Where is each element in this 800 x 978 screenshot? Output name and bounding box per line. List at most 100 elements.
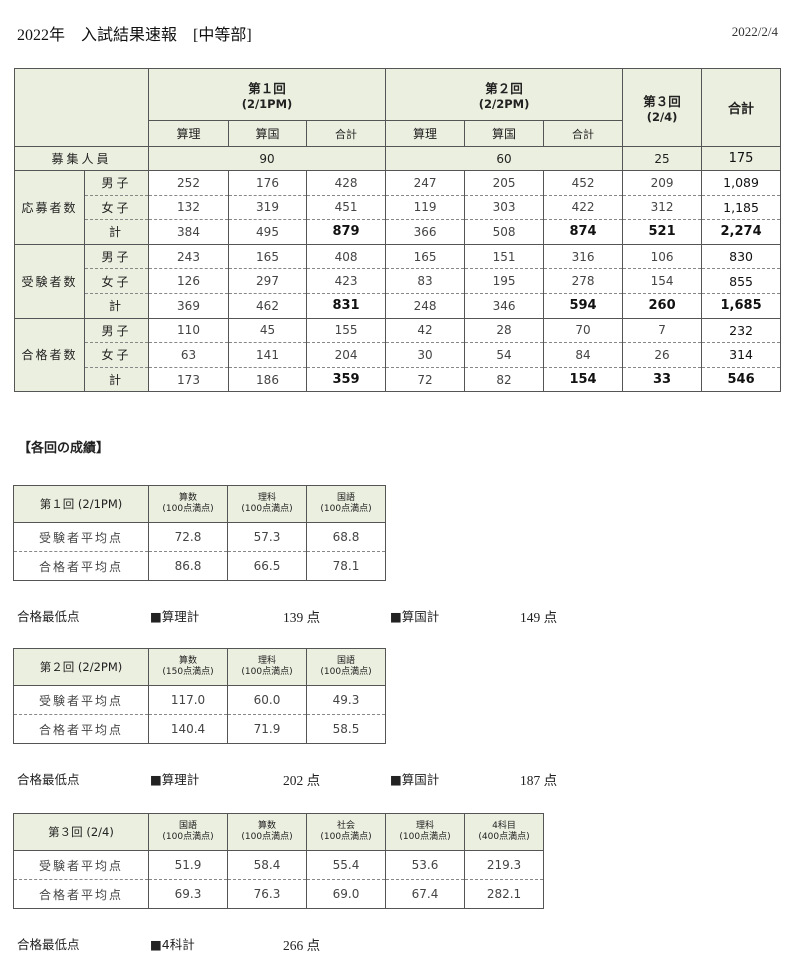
group-label: 合格者数 — [14, 317, 85, 393]
capacity-round3: 25 — [622, 146, 703, 171]
value-cell: 422 — [543, 194, 624, 221]
value-cell: 132 — [148, 194, 229, 221]
subject-name: 社会 — [336, 821, 355, 831]
score-table-round2: 第２回 (2/2PM) 算数 (150点満点) 理科 (100点満点) 国語 (100点満点… — [13, 648, 386, 744]
subcol-header: 算理 — [148, 120, 229, 147]
subject-name: 理科 — [415, 821, 434, 831]
score-cell: 67.4 — [385, 879, 465, 909]
table-row: 女子 63 141 204 30 54 84 26 314 — [15, 342, 782, 368]
sub-label: 女子 — [84, 342, 149, 368]
round3-date: (2/4) — [646, 110, 678, 124]
capacity-round1: 90 — [147, 146, 387, 171]
group-label: 応募者数 — [14, 170, 85, 245]
value-cell: 408 — [305, 243, 387, 270]
value-cell: 106 — [622, 243, 703, 270]
subject-name: 国語 — [178, 821, 197, 831]
round1-header: 第１回 (2/1PM) — [147, 68, 387, 121]
value-cell: 70 — [543, 317, 624, 344]
subject-name: 算数 — [257, 821, 276, 831]
round3-header: 第３回 (2/4) — [622, 68, 703, 147]
subject-max: (400点満点) — [478, 832, 530, 842]
score-cell: 51.9 — [148, 850, 228, 880]
value-cell: 879 — [305, 219, 387, 245]
subject-max: (100点満点) — [162, 832, 214, 842]
table-row: 計 173 186 359 72 82 154 33 546 — [15, 366, 782, 393]
value-cell: 151 — [464, 243, 545, 270]
value-cell: 546 — [701, 366, 782, 393]
value-cell: 278 — [543, 268, 624, 294]
score-cell: 53.6 — [385, 850, 465, 880]
min-score-item: ■算国計 — [390, 772, 440, 787]
value-cell: 384 — [148, 219, 229, 245]
value-cell: 110 — [148, 317, 229, 344]
score-table-title: 第１回 (2/1PM) — [13, 485, 149, 523]
value-cell: 186 — [228, 366, 307, 393]
table-row: 受験者数 男子 243 165 408 165 151 316 106 830 — [14, 243, 782, 319]
value-cell: 1,185 — [701, 194, 782, 221]
value-cell: 83 — [385, 268, 466, 294]
table-row: 合格者平均点 69.3 76.3 69.0 67.4 282.1 — [13, 879, 544, 909]
score-cell: 86.8 — [148, 551, 228, 581]
min-score-item: ■4科計 — [150, 937, 195, 952]
score-cell: 72.8 — [148, 522, 228, 552]
capacity-label: 募集人員 — [14, 146, 149, 171]
value-cell: 594 — [543, 292, 624, 319]
value-cell: 28 — [464, 317, 545, 344]
table-row: 合格者数 男子 110 45 155 42 28 70 7 232 — [14, 317, 782, 393]
score-table-title: 第３回 (2/4) — [13, 813, 149, 851]
subject-max: (150点満点) — [162, 667, 214, 677]
subject-name: 理科 — [257, 493, 276, 503]
value-cell: 82 — [464, 366, 545, 393]
value-cell: 495 — [228, 219, 307, 245]
min-score-item: ■算理計 — [150, 609, 200, 624]
value-cell: 195 — [464, 268, 545, 294]
table-row: 計 369 462 831 248 346 594 260 1,685 — [15, 292, 782, 319]
value-cell: 2,274 — [701, 219, 782, 245]
value-cell: 72 — [385, 366, 466, 393]
value-cell: 154 — [543, 366, 624, 393]
round3-name: 第３回 — [643, 94, 681, 109]
score-header-row: 第２回 (2/2PM) 算数 (150点満点) 理科 (100点満点) 国語 (100点満点… — [13, 648, 386, 686]
subject-header: 算数 (100点満点) — [148, 485, 228, 523]
row-label: 受験者平均点 — [13, 685, 149, 715]
capacity-round2: 60 — [385, 146, 624, 171]
value-cell: 204 — [305, 342, 387, 368]
value-cell: 30 — [385, 342, 466, 368]
subject-max: (100点満点) — [399, 832, 451, 842]
score-cell: 57.3 — [227, 522, 307, 552]
subject-max: (100点満点) — [320, 504, 372, 514]
round1-name: 第１回 — [248, 81, 286, 96]
min-score-item: ■算国計 — [390, 609, 440, 624]
value-cell: 314 — [701, 342, 782, 368]
min-score-value: 266 点 — [283, 938, 321, 953]
value-cell: 830 — [701, 243, 782, 270]
min-score-label: 合格最低点 — [17, 937, 80, 952]
score-cell: 55.4 — [306, 850, 386, 880]
value-cell: 252 — [148, 170, 229, 196]
subcol-header: 合計 — [543, 120, 624, 147]
table-row: 合格者平均点 140.4 71.9 58.5 — [13, 714, 386, 744]
section-title: 【各回の成績】 — [18, 441, 110, 456]
score-header-row: 第１回 (2/1PM) 算数 (100点満点) 理科 (100点満点) 国語 (100点満点… — [13, 485, 386, 523]
value-cell: 33 — [622, 366, 703, 393]
value-cell: 369 — [148, 292, 229, 319]
value-cell: 42 — [385, 317, 466, 344]
subject-name: 4科目 — [492, 821, 516, 831]
value-cell: 428 — [305, 170, 387, 196]
value-cell: 243 — [148, 243, 229, 270]
subject-name: 理科 — [257, 656, 276, 666]
score-cell: 78.1 — [306, 551, 386, 581]
score-table-round3: 第３回 (2/4) 国語 (100点満点) 算数 (100点満点) 社会 (100点満点) 理… — [13, 813, 544, 909]
min-score-value: 187 点 — [520, 773, 558, 788]
page-title: 2022年 入試結果速報 [中等部] — [17, 27, 252, 44]
table-row: 計 384 495 879 366 508 874 521 2,274 — [15, 219, 782, 245]
round2-name: 第２回 — [485, 81, 523, 96]
table-row: 応募者数 男子 252 176 428 247 205 452 209 1,089 — [14, 170, 782, 245]
value-cell: 209 — [622, 170, 703, 196]
subject-header: 算数 (150点満点) — [148, 648, 228, 686]
value-cell: 84 — [543, 342, 624, 368]
min-score-label: 合格最低点 — [17, 772, 80, 787]
value-cell: 508 — [464, 219, 545, 245]
value-cell: 316 — [543, 243, 624, 270]
subject-max: (100点満点) — [241, 667, 293, 677]
